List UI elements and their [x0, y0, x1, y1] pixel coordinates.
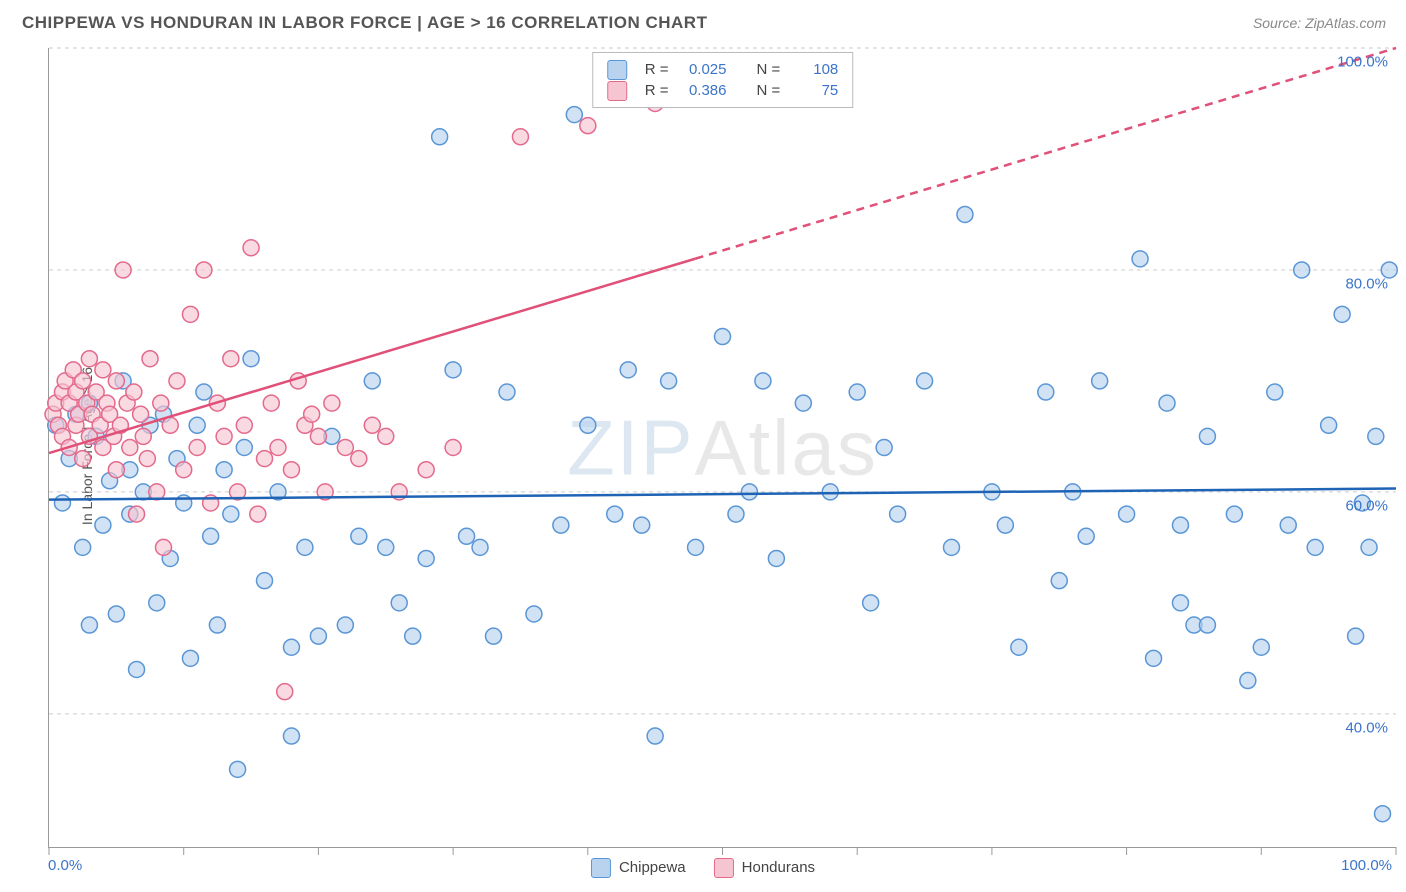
y-tick-label: 60.0%: [1345, 497, 1388, 514]
legend-label: Chippewa: [619, 859, 686, 876]
legend-item: Hondurans: [714, 858, 815, 878]
correlation-legend-row: R = 0.025 N = 108: [607, 59, 839, 80]
x-axis-max-label: 100.0%: [1341, 857, 1392, 874]
legend-swatch: [607, 81, 627, 101]
correlation-legend: R = 0.025 N = 108 R = 0.386 N = 75: [592, 52, 854, 108]
legend-swatch: [714, 858, 734, 878]
n-label: N =: [757, 80, 781, 101]
source-label: Source: ZipAtlas.com: [1253, 15, 1386, 31]
chart-header: CHIPPEWA VS HONDURAN IN LABOR FORCE | AG…: [0, 0, 1406, 46]
r-label: R =: [645, 80, 669, 101]
r-label: R =: [645, 59, 669, 80]
n-value: 75: [790, 80, 838, 101]
y-tick-label: 80.0%: [1345, 275, 1388, 292]
y-tick-label: 100.0%: [1337, 54, 1388, 71]
chart-title: CHIPPEWA VS HONDURAN IN LABOR FORCE | AG…: [22, 13, 707, 33]
legend-swatch: [607, 60, 627, 80]
chart-plot-area: ZIPAtlas R =0.025N =108R =0.386N =75 40.…: [48, 48, 1396, 848]
n-label: N =: [757, 59, 781, 80]
legend-label: Hondurans: [742, 859, 815, 876]
n-value: 108: [790, 59, 838, 80]
series-legend: Chippewa Hondurans: [591, 858, 815, 878]
scatter-svg: [49, 48, 1396, 847]
legend-item: Chippewa: [591, 858, 686, 878]
correlation-legend-row: R = 0.386 N = 75: [607, 80, 839, 101]
y-tick-label: 40.0%: [1345, 719, 1388, 736]
r-value: 0.025: [679, 59, 727, 80]
x-axis-min-label: 0.0%: [48, 857, 82, 874]
r-value: 0.386: [679, 80, 727, 101]
legend-swatch: [591, 858, 611, 878]
chart-container: CHIPPEWA VS HONDURAN IN LABOR FORCE | AG…: [0, 0, 1406, 892]
